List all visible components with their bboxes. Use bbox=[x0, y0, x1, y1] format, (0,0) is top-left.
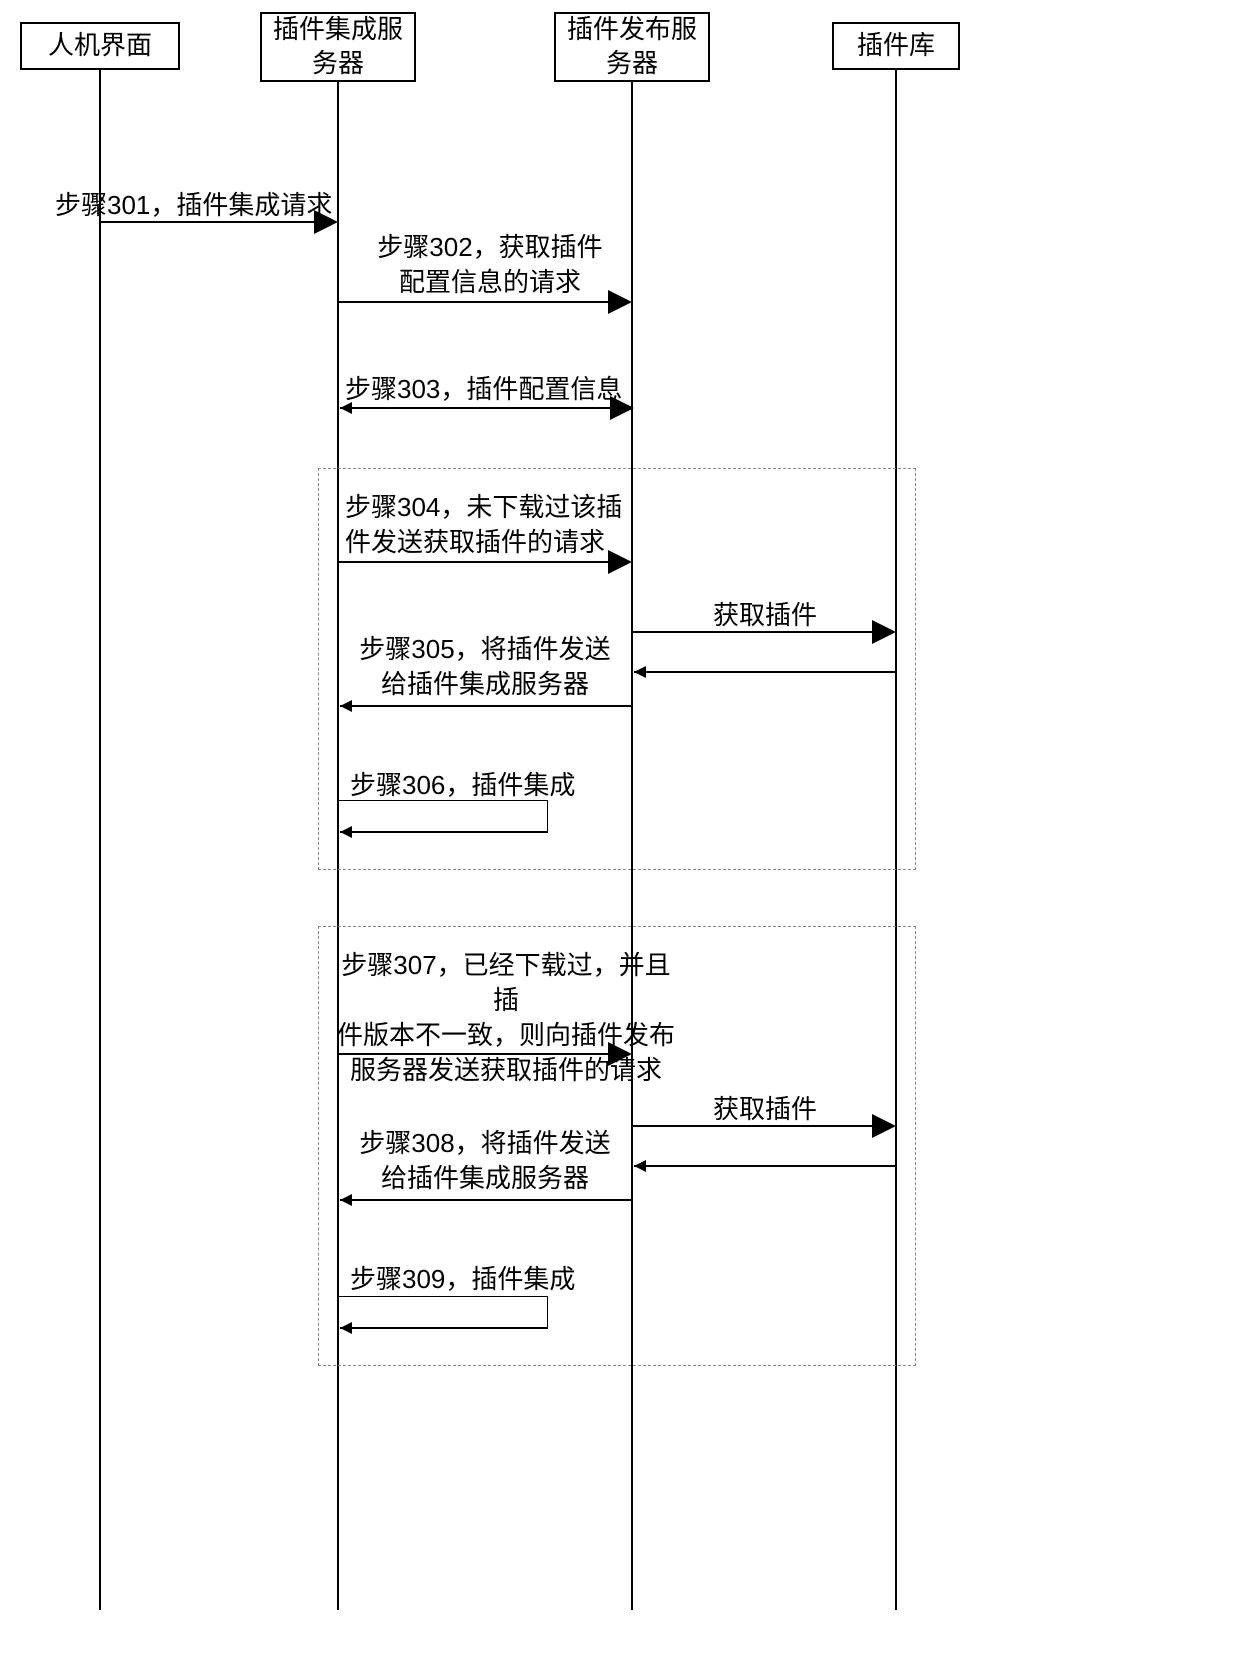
participant-p2: 插件集成服 务器 bbox=[260, 12, 416, 82]
label-s305: 步骤305，将插件发送 给插件集成服务器 bbox=[345, 632, 625, 702]
label-s301: 步骤301，插件集成请求 bbox=[55, 188, 335, 223]
label-g1: 获取插件 bbox=[700, 598, 830, 633]
label-s302: 步骤302，获取插件 配置信息的请求 bbox=[360, 230, 620, 300]
label-s307: 步骤307，已经下载过，并且插 件版本不一致，则向插件发布 服务器发送获取插件的… bbox=[336, 948, 676, 1088]
label-s308: 步骤308，将插件发送 给插件集成服务器 bbox=[345, 1126, 625, 1196]
self-box-s306 bbox=[338, 800, 548, 832]
lifeline-p1 bbox=[99, 70, 101, 1610]
label-s309: 步骤309，插件集成 bbox=[350, 1262, 610, 1297]
participant-p4: 插件库 bbox=[832, 22, 960, 70]
label-s303: 步骤303，插件配置信息 bbox=[345, 372, 645, 407]
label-s306: 步骤306，插件集成 bbox=[350, 768, 610, 803]
participant-p3: 插件发布服 务器 bbox=[554, 12, 710, 82]
participant-p1: 人机界面 bbox=[20, 22, 180, 70]
self-box-s309 bbox=[338, 1296, 548, 1328]
participant-label: 插件发布服 务器 bbox=[564, 13, 700, 81]
label-s304: 步骤304，未下载过该插 件发送获取插件的请求 bbox=[345, 490, 645, 560]
label-g2: 获取插件 bbox=[700, 1092, 830, 1127]
participant-label: 插件库 bbox=[857, 29, 935, 63]
participant-label: 插件集成服 务器 bbox=[270, 13, 406, 81]
participant-label: 人机界面 bbox=[48, 29, 152, 63]
